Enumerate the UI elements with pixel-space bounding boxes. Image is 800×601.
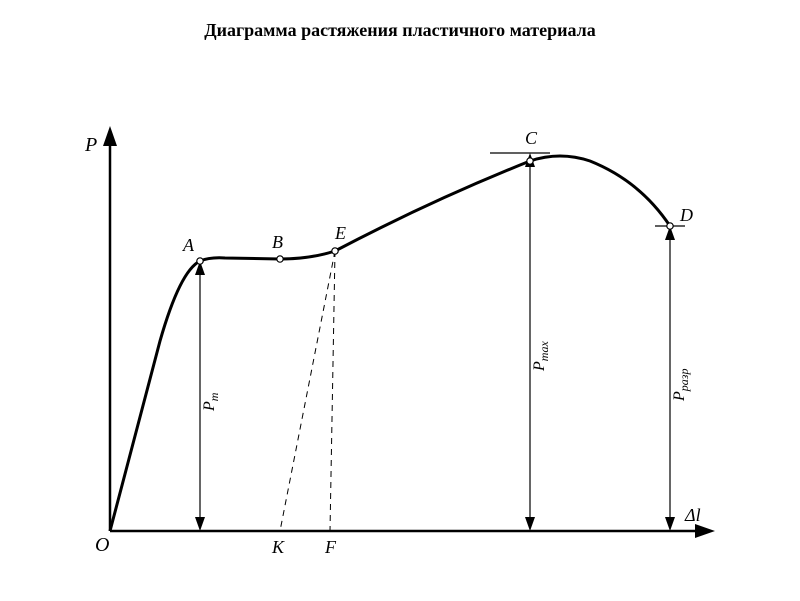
label-b: B <box>272 232 283 252</box>
marker-pt-arrow-bot <box>195 517 205 531</box>
label-k: K <box>271 537 285 557</box>
label-d: D <box>679 205 693 225</box>
diagram-title: Диаграмма растяжения пластичного материа… <box>0 0 800 41</box>
diagram-svg: P Δl O A B E C D K F Pт Pmax Pразр <box>0 41 800 581</box>
y-axis-label: P <box>84 134 97 156</box>
stress-strain-curve <box>110 156 670 531</box>
point-a <box>197 258 203 264</box>
label-f: F <box>324 537 337 557</box>
dash-e-to-k <box>280 251 335 531</box>
dash-e-to-f <box>330 251 335 531</box>
label-a: A <box>182 235 195 255</box>
x-axis-arrow <box>695 524 715 538</box>
point-b <box>277 256 283 262</box>
x-axis-label: Δl <box>684 505 701 525</box>
label-prazr: Pразр <box>671 369 691 402</box>
point-d <box>667 223 673 229</box>
y-axis-arrow <box>103 126 117 146</box>
label-c: C <box>525 128 538 148</box>
point-c <box>527 158 533 164</box>
label-pt: Pт <box>201 392 221 412</box>
marker-pmax-arrow-bot <box>525 517 535 531</box>
point-e <box>332 248 338 254</box>
label-e: E <box>334 223 346 243</box>
origin-label: O <box>95 534 109 556</box>
diagram-stage: P Δl O A B E C D K F Pт Pmax Pразр <box>0 41 800 601</box>
marker-prazr-arrow-bot <box>665 517 675 531</box>
label-pmax: Pmax <box>531 341 551 372</box>
